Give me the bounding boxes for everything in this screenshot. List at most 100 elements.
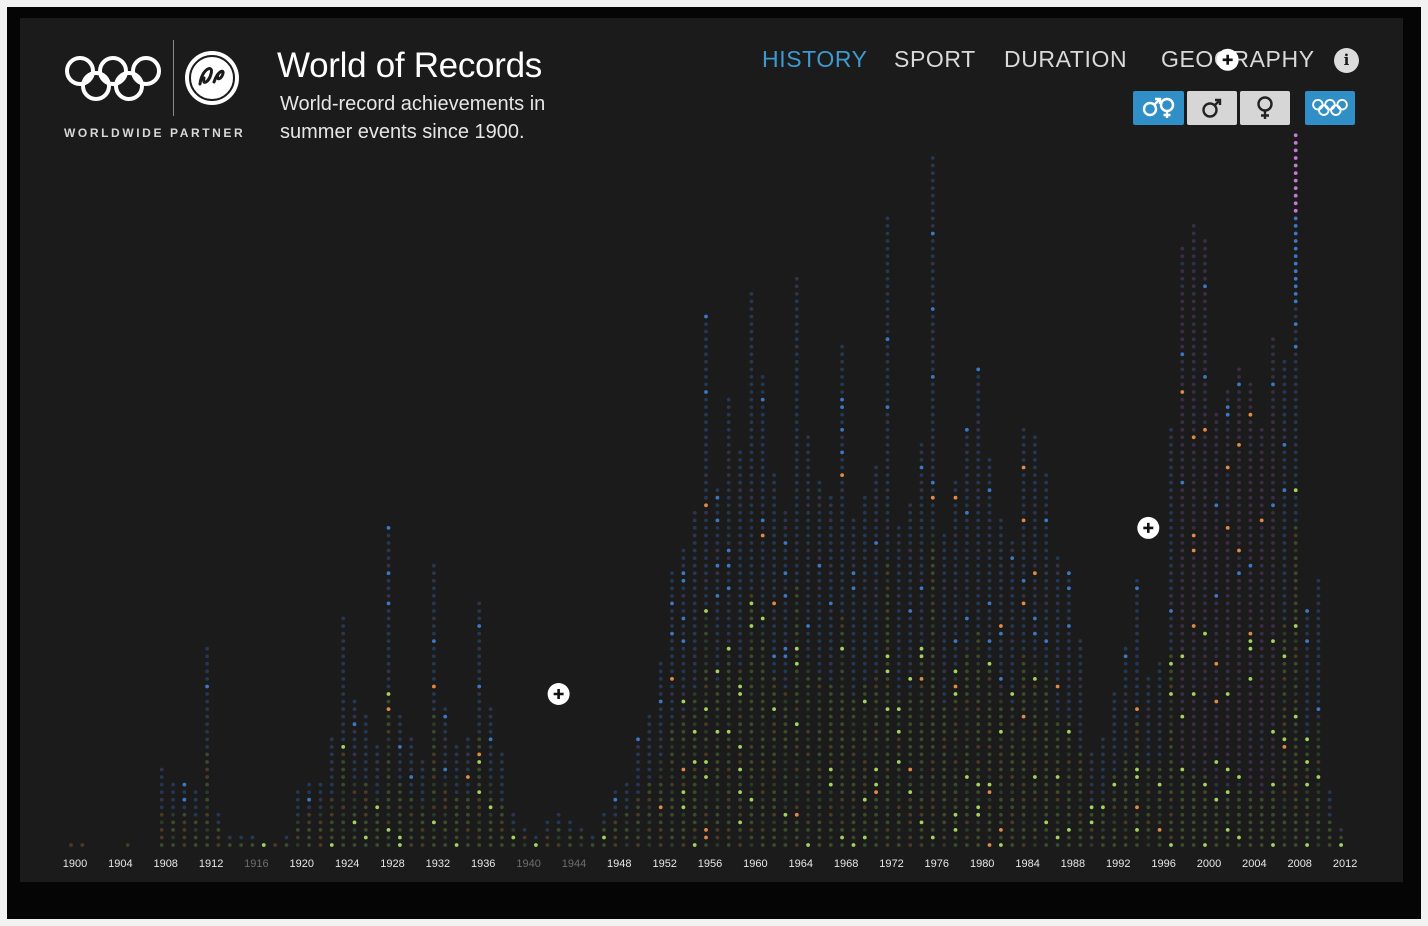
year-column-1934[interactable] bbox=[454, 745, 459, 847]
year-column-1901[interactable] bbox=[80, 843, 85, 847]
year-column-1917[interactable] bbox=[261, 843, 266, 847]
expand-plus-icon[interactable] bbox=[547, 683, 570, 705]
year-column-2001[interactable] bbox=[1214, 412, 1219, 847]
info-button[interactable]: i bbox=[1334, 48, 1359, 73]
expand-plus-icon[interactable] bbox=[1216, 48, 1239, 71]
year-column-1960[interactable] bbox=[749, 292, 754, 847]
year-column-1976[interactable] bbox=[930, 156, 935, 847]
year-column-1931[interactable] bbox=[420, 760, 425, 847]
year-column-1930[interactable] bbox=[409, 737, 414, 847]
year-column-2006[interactable] bbox=[1271, 337, 1275, 847]
year-column-1992[interactable] bbox=[1112, 692, 1117, 847]
year-column-1991[interactable] bbox=[1101, 737, 1105, 847]
year-column-1908[interactable] bbox=[159, 767, 164, 847]
year-column-1965[interactable] bbox=[806, 435, 810, 847]
year-column-1910[interactable] bbox=[182, 782, 187, 847]
year-column-1989[interactable] bbox=[1078, 639, 1083, 847]
year-column-1978[interactable] bbox=[953, 480, 958, 847]
year-column-2010[interactable] bbox=[1316, 578, 1321, 847]
year-column-1971[interactable] bbox=[874, 465, 878, 847]
year-column-1928[interactable] bbox=[386, 526, 391, 847]
year-column-1954[interactable] bbox=[681, 548, 686, 847]
year-column-1923[interactable] bbox=[329, 737, 334, 847]
year-column-1990[interactable] bbox=[1089, 752, 1094, 847]
year-column-2008[interactable] bbox=[1293, 133, 1298, 847]
year-column-1919[interactable] bbox=[284, 835, 289, 847]
year-column-1973[interactable] bbox=[896, 526, 901, 847]
year-column-1958[interactable] bbox=[726, 397, 731, 847]
year-column-1988[interactable] bbox=[1067, 571, 1071, 847]
year-column-1924[interactable] bbox=[341, 616, 346, 847]
year-column-1951[interactable] bbox=[647, 714, 652, 847]
year-column-2004[interactable] bbox=[1248, 382, 1253, 847]
year-column-1986[interactable] bbox=[1044, 473, 1049, 847]
year-column-1953[interactable] bbox=[670, 571, 674, 847]
year-column-1926[interactable] bbox=[363, 714, 368, 847]
year-column-1968[interactable] bbox=[840, 344, 844, 847]
expand-plus-icon[interactable] bbox=[1137, 516, 1160, 539]
year-column-1985[interactable] bbox=[1033, 435, 1037, 847]
year-column-1970[interactable] bbox=[862, 495, 867, 847]
year-column-1915[interactable] bbox=[239, 835, 244, 847]
year-column-1909[interactable] bbox=[171, 782, 176, 847]
year-column-1916[interactable] bbox=[250, 835, 255, 847]
year-column-1983[interactable] bbox=[1010, 541, 1015, 847]
year-column-1942[interactable] bbox=[545, 820, 550, 847]
year-column-1929[interactable] bbox=[398, 714, 402, 847]
year-column-2009[interactable] bbox=[1305, 609, 1309, 847]
year-column-1957[interactable] bbox=[715, 488, 720, 847]
year-column-1997[interactable] bbox=[1169, 427, 1173, 847]
year-column-1987[interactable] bbox=[1055, 556, 1060, 847]
year-column-1939[interactable] bbox=[511, 812, 516, 847]
year-column-1912[interactable] bbox=[205, 646, 210, 847]
year-column-1982[interactable] bbox=[999, 518, 1003, 847]
year-column-1947[interactable] bbox=[602, 812, 606, 847]
year-column-1967[interactable] bbox=[828, 495, 833, 847]
year-column-1975[interactable] bbox=[919, 443, 924, 847]
year-column-1981[interactable] bbox=[987, 458, 992, 847]
tab-history[interactable]: HISTORY bbox=[762, 46, 868, 72]
year-column-1962[interactable] bbox=[772, 473, 776, 847]
year-column-1969[interactable] bbox=[851, 518, 856, 847]
year-column-1984[interactable] bbox=[1021, 427, 1026, 847]
year-column-1945[interactable] bbox=[579, 828, 584, 847]
year-column-1964[interactable] bbox=[794, 276, 799, 847]
year-column-1994[interactable] bbox=[1135, 578, 1139, 847]
year-column-1937[interactable] bbox=[488, 707, 493, 847]
year-column-1993[interactable] bbox=[1123, 646, 1128, 847]
year-column-1925[interactable] bbox=[352, 699, 357, 847]
year-column-1905[interactable] bbox=[125, 843, 130, 847]
filter-olympic-button[interactable] bbox=[1305, 91, 1355, 125]
year-column-1955[interactable] bbox=[692, 510, 697, 847]
year-column-1963[interactable] bbox=[783, 510, 788, 847]
year-column-1918[interactable] bbox=[273, 843, 277, 847]
year-column-1956[interactable] bbox=[704, 314, 708, 847]
year-column-2007[interactable] bbox=[1282, 359, 1287, 847]
year-column-1995[interactable] bbox=[1146, 677, 1151, 847]
year-column-1999[interactable] bbox=[1191, 224, 1196, 847]
year-column-1949[interactable] bbox=[624, 782, 629, 847]
year-column-1911[interactable] bbox=[193, 790, 198, 847]
year-column-1972[interactable] bbox=[885, 216, 890, 847]
year-column-2005[interactable] bbox=[1259, 427, 1264, 847]
filter-male-button[interactable] bbox=[1187, 91, 1237, 125]
year-column-1933[interactable] bbox=[443, 707, 448, 847]
year-column-1944[interactable] bbox=[568, 820, 572, 847]
year-column-1946[interactable] bbox=[590, 835, 595, 847]
year-column-1998[interactable] bbox=[1180, 246, 1185, 847]
year-column-1966[interactable] bbox=[817, 480, 822, 847]
tab-duration[interactable]: DURATION bbox=[1004, 46, 1128, 72]
filter-both-genders-button[interactable] bbox=[1133, 91, 1184, 125]
year-column-1900[interactable] bbox=[69, 843, 73, 847]
year-column-1922[interactable] bbox=[318, 782, 323, 847]
year-column-1996[interactable] bbox=[1157, 661, 1162, 847]
year-column-1980[interactable] bbox=[976, 367, 981, 847]
year-column-1943[interactable] bbox=[556, 812, 561, 847]
year-column-1979[interactable] bbox=[965, 427, 969, 847]
year-column-1932[interactable] bbox=[432, 563, 436, 847]
year-column-1941[interactable] bbox=[534, 835, 538, 847]
year-column-1940[interactable] bbox=[522, 828, 527, 847]
year-column-1920[interactable] bbox=[295, 790, 300, 847]
year-column-1927[interactable] bbox=[375, 745, 380, 847]
year-column-1914[interactable] bbox=[227, 835, 232, 847]
